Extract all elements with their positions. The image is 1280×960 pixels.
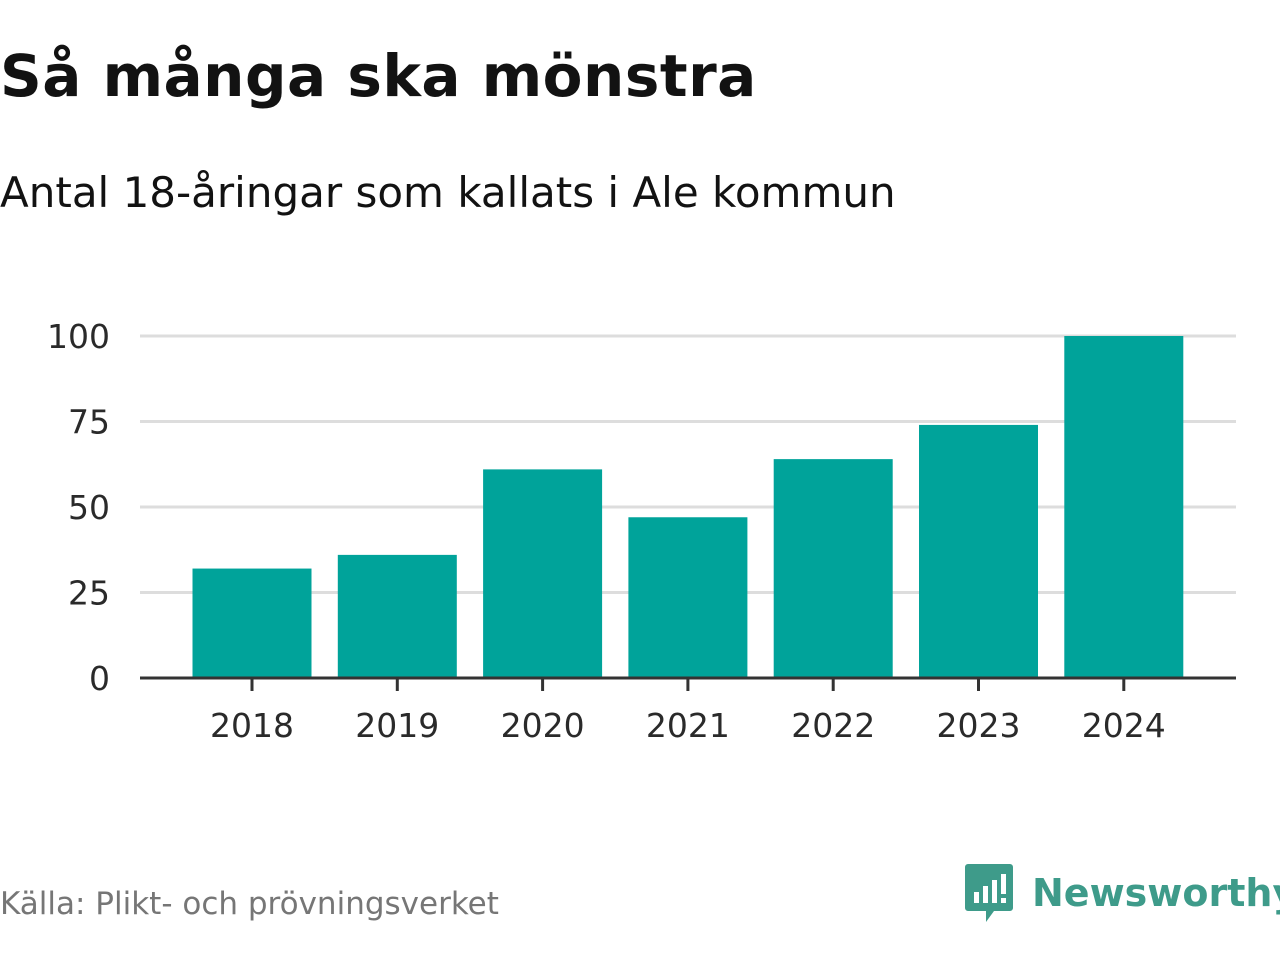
bar [1064,336,1184,678]
x-tick-label: 2020 [501,706,585,745]
x-tick-label: 2021 [646,706,730,745]
source-note: Källa: Plikt- och prövningsverket [0,886,499,922]
chart-subtitle: Antal 18-åringar som kallats i Ale kommu… [0,168,896,217]
y-tick-label: 0 [89,659,110,698]
bar [337,554,457,678]
x-tick-label: 2022 [791,706,875,745]
y-tick-label: 50 [68,488,110,527]
bar [483,469,603,678]
y-tick-label: 75 [68,403,110,442]
bar-chart: 0 25 50 75 100 2018 2019 2020 2021 2022 2023 2024 [47,317,1236,745]
bar [773,459,893,678]
x-tick-label: 2019 [355,706,439,745]
bar [919,424,1038,678]
chart-title: Så många ska mönstra [0,42,757,110]
x-tick-label: 2023 [937,706,1021,745]
bar [192,568,312,678]
bar [628,517,748,678]
newsworthy-logo-icon [965,864,1013,922]
brand-name: Newsworthy [1032,871,1280,915]
y-tick-label: 25 [68,574,110,613]
y-tick-label: 100 [47,317,110,356]
x-tick-label: 2024 [1082,706,1166,745]
x-tick-label: 2018 [210,706,294,745]
brand-logo: Newsworthy [964,862,1280,924]
